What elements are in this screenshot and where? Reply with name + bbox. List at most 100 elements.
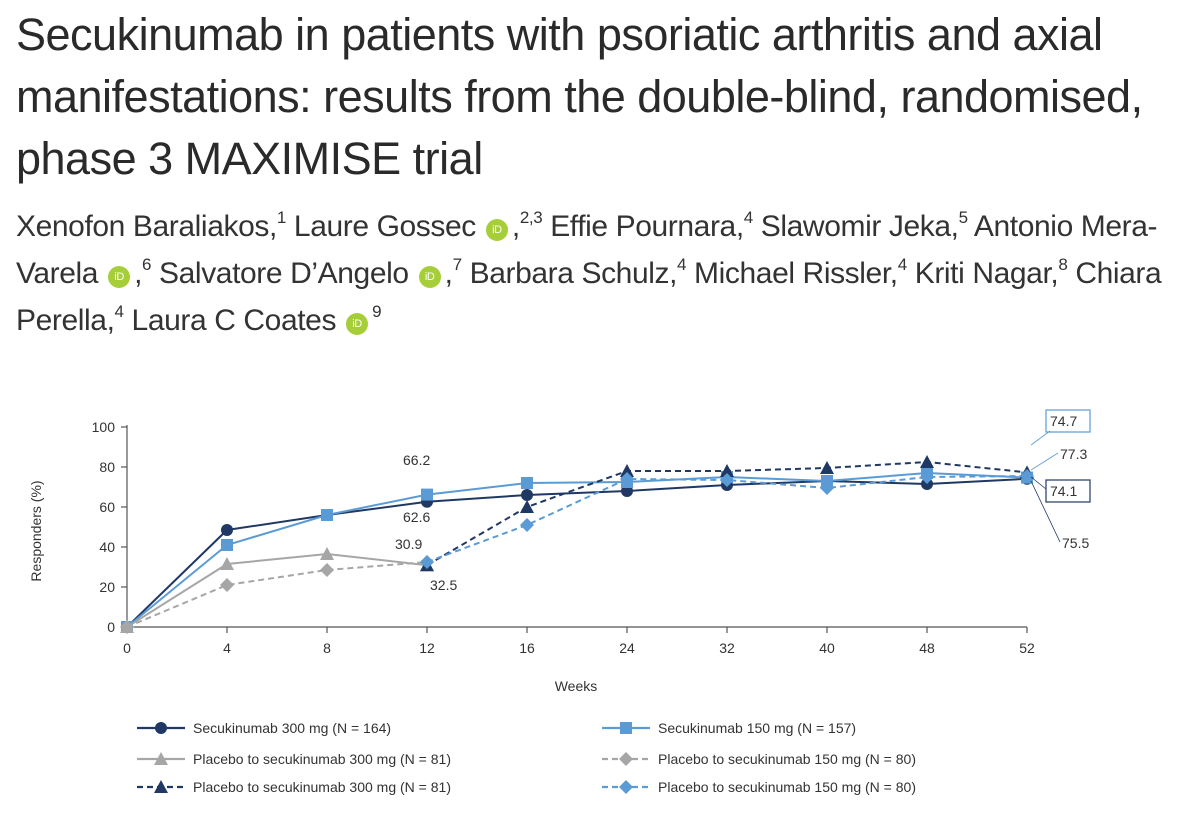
- data-label: 62.6: [403, 509, 430, 525]
- data-point: [420, 555, 434, 569]
- data-point: [320, 547, 334, 560]
- leader-line: [1030, 452, 1059, 471]
- legend-label: Placebo to secukinumab 150 mg (N = 80): [658, 779, 916, 795]
- author: Xenofon Baraliakos,1: [16, 208, 286, 243]
- data-point: [720, 464, 734, 477]
- author-name: Effie Pournara,: [550, 210, 744, 243]
- author-name: Xenofon Baraliakos,: [16, 210, 277, 243]
- author: Michael Rissler,4: [694, 255, 907, 290]
- author-name: Laure Gossec: [293, 210, 476, 243]
- legend-item: Placebo to secukinumab 150 mg (N = 80): [602, 779, 916, 795]
- data-label: 75.5: [1062, 535, 1089, 551]
- orcid-icon[interactable]: iD: [346, 313, 369, 335]
- data-point: [520, 518, 534, 532]
- author-affiliation: 4: [114, 302, 124, 321]
- data-point: [220, 557, 234, 570]
- x-tick-label: 4: [223, 640, 231, 656]
- annotation-box: [1045, 479, 1091, 503]
- legend-label: Secukinumab 150 mg (N = 157): [658, 720, 856, 736]
- author-affiliation: 7: [452, 255, 462, 274]
- data-point: [321, 509, 333, 521]
- data-label: 74.7: [1050, 413, 1077, 429]
- series-0: [121, 472, 1033, 633]
- data-point: [154, 780, 168, 793]
- annotation-box: [1045, 409, 1091, 433]
- x-tick-label: 48: [919, 640, 935, 656]
- series-line: [126, 552, 428, 628]
- orcid-icon[interactable]: iD: [418, 266, 441, 288]
- data-point: [619, 780, 633, 794]
- x-tick-label: 12: [419, 640, 435, 656]
- data-point: [619, 752, 633, 766]
- author-name: Michael Rissler,: [694, 257, 898, 290]
- author-affiliation: 9: [372, 302, 382, 321]
- author-name: Chiara Perella,: [16, 257, 1162, 337]
- author: Kriti Nagar,8: [914, 255, 1068, 290]
- series-1: [121, 467, 1033, 633]
- author: Barbara Schulz,4: [469, 255, 687, 290]
- leader-line: [1030, 476, 1047, 490]
- leader-line: [1030, 480, 1061, 543]
- data-point: [154, 752, 168, 765]
- legend-label: Placebo to secukinumab 300 mg (N = 81): [193, 779, 451, 795]
- y-tick-label: 80: [99, 459, 115, 475]
- author-affiliation: 1: [276, 208, 286, 227]
- data-label: 30.9: [395, 536, 422, 552]
- author-name: Barbara Schulz,: [469, 257, 678, 290]
- legend-label: Placebo to secukinumab 150 mg (N = 80): [658, 751, 916, 767]
- leader-line: [1030, 430, 1051, 446]
- data-point: [221, 539, 233, 551]
- orcid-icon[interactable]: iD: [108, 266, 131, 288]
- x-tick-label: 52: [1019, 640, 1035, 656]
- author-name: Salvatore D’Angelo: [159, 257, 409, 290]
- author-name: Laura C Coates: [131, 304, 337, 337]
- data-point: [155, 722, 167, 734]
- orcid-icon[interactable]: iD: [485, 219, 508, 241]
- author-affiliation: 4: [677, 255, 687, 274]
- author-affiliation: 5: [958, 208, 968, 227]
- author-affiliation: 4: [897, 255, 907, 274]
- legend-label: Secukinumab 300 mg (N = 164): [193, 720, 391, 736]
- author: Slawomir Jeka,5: [760, 208, 968, 243]
- series-5: [420, 469, 1034, 569]
- data-point: [521, 489, 533, 501]
- data-point: [1020, 469, 1034, 483]
- data-point: [720, 473, 734, 487]
- author-list: Xenofon Baraliakos,1 Laure Gossec iD ,2,3 …: [16, 203, 1196, 344]
- data-point: [820, 481, 834, 495]
- legend-item: Placebo to secukinumab 300 mg (N = 81): [137, 751, 451, 767]
- data-point: [220, 578, 234, 592]
- data-point: [221, 524, 233, 536]
- data-point: [920, 470, 934, 484]
- author: Antonio Mera-Varela iD ,6: [16, 210, 1158, 290]
- author: Laure Gossec iD ,2,3: [293, 208, 543, 243]
- data-label: 32.5: [430, 577, 457, 593]
- author-affiliation: 2,3: [519, 208, 543, 227]
- author-affiliation: 4: [743, 208, 753, 227]
- author: Laura C Coates iD9: [131, 302, 382, 337]
- author-affiliation: 6: [142, 255, 152, 274]
- author: Chiara Perella,4: [16, 257, 1162, 337]
- data-point: [820, 461, 834, 474]
- data-point: [620, 722, 632, 734]
- series-line: [126, 561, 428, 628]
- author-name: Kriti Nagar,: [914, 257, 1059, 290]
- author-affiliation: 8: [1058, 255, 1068, 274]
- data-label: 77.3: [1060, 446, 1087, 462]
- y-axis-label: Responders (%): [28, 480, 44, 581]
- y-tick-label: 60: [99, 499, 115, 515]
- y-tick-label: 0: [107, 619, 115, 635]
- legend-item: Placebo to secukinumab 150 mg (N = 80): [602, 751, 916, 767]
- author-name: Slawomir Jeka,: [760, 210, 959, 243]
- x-tick-label: 32: [719, 640, 735, 656]
- series-2: [120, 547, 434, 633]
- x-tick-label: 40: [819, 640, 835, 656]
- legend-item: Placebo to secukinumab 300 mg (N = 81): [137, 779, 451, 795]
- series-4: [420, 455, 1034, 572]
- paper-title: Secukinumab in patients with psoriatic a…: [16, 9, 1143, 184]
- x-axis-label: Weeks: [555, 678, 598, 694]
- y-tick-label: 20: [99, 579, 115, 595]
- data-label: 74.1: [1050, 483, 1077, 499]
- data-point: [920, 455, 934, 468]
